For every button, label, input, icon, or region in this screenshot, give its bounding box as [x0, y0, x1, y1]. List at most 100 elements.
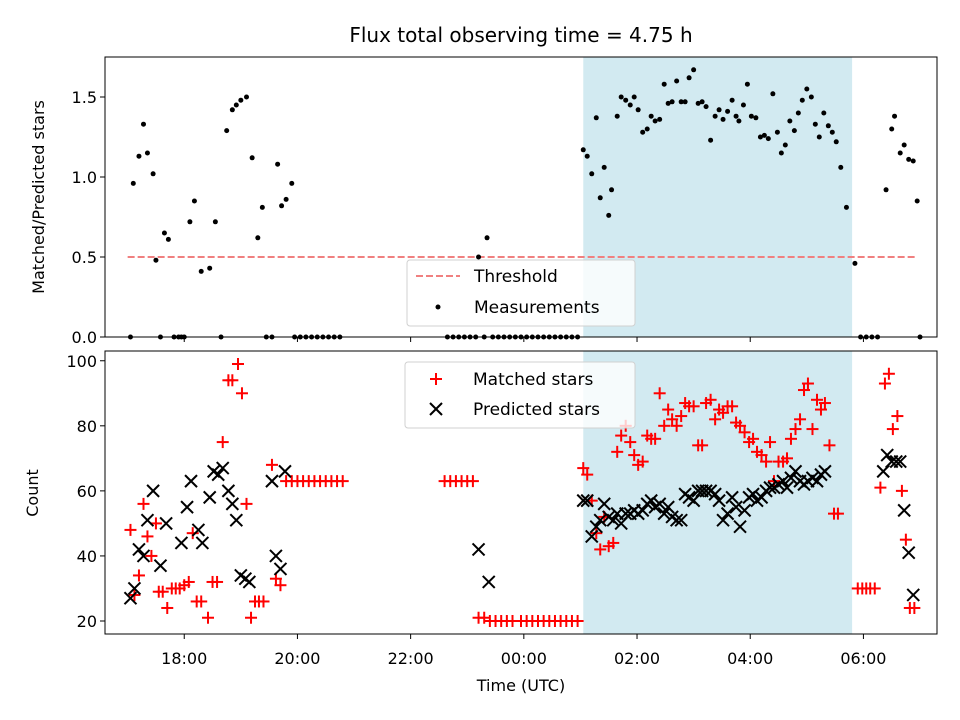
measurement-point — [833, 139, 839, 145]
measurement-point — [275, 161, 281, 167]
matched-star-point — [615, 429, 628, 442]
measurement-point — [144, 150, 150, 156]
predicted-star-point — [242, 575, 257, 589]
measurement-point — [740, 102, 746, 108]
measurement-point — [708, 137, 714, 143]
measurement-point — [736, 118, 742, 124]
predicted-star-point — [776, 474, 790, 488]
matched-star-point — [257, 595, 270, 608]
predicted-star-point — [225, 497, 240, 511]
predicted-star-point — [589, 519, 603, 534]
measurement-point — [207, 265, 213, 271]
predicted-star-point — [195, 536, 210, 550]
predicted-star-point — [644, 493, 658, 508]
measurement-point — [808, 94, 814, 100]
matched-star-point — [636, 455, 649, 468]
predicted-star-point — [211, 467, 225, 482]
predicted-star-point — [712, 493, 726, 508]
measurement-point — [618, 94, 624, 100]
measurement-point — [883, 187, 889, 193]
top-ytick-label: 1.5 — [72, 88, 97, 107]
predicted-star-point — [763, 480, 777, 495]
matched-star-point — [336, 475, 349, 488]
measurement-point — [644, 126, 650, 132]
measurement-point — [609, 187, 615, 193]
measurement-point — [187, 219, 193, 225]
predicted-star-point — [901, 545, 916, 560]
bottom-xtick-label: 20:00 — [274, 649, 320, 668]
predicted-star-point — [132, 542, 146, 557]
measurement-point — [283, 196, 289, 202]
matched-star-point — [611, 445, 624, 458]
measurement-point — [279, 203, 285, 209]
top-panel: 0.0 0.5 1.0 1.5 Flux total observing time =… — [29, 23, 938, 347]
matched-star-point — [581, 468, 594, 481]
matched-star-point — [899, 533, 912, 546]
predicted-star-point — [737, 503, 752, 518]
predicted-star-point — [652, 497, 667, 511]
measurement-point — [691, 67, 697, 73]
matched-star-point — [823, 439, 836, 452]
predicted-star-point — [657, 506, 671, 521]
predicted-star-point — [184, 474, 198, 488]
matched-star-point — [274, 579, 287, 592]
measurement-point — [829, 129, 835, 135]
matched-star-point — [797, 384, 810, 397]
measurement-point — [804, 86, 810, 92]
measurement-point — [150, 171, 156, 177]
measurement-point — [748, 113, 754, 119]
predicted-star-point — [191, 523, 206, 537]
measurement-point — [191, 198, 197, 204]
bottom-ytick-label: 60 — [77, 482, 97, 501]
bottom-ylabel: Count — [23, 469, 42, 517]
predicted-star-point — [136, 549, 151, 563]
measurement-point — [233, 102, 239, 108]
matched-star-point — [696, 439, 709, 452]
measurement-point — [635, 107, 641, 113]
measurement-point — [795, 110, 801, 116]
measurement-point — [852, 260, 858, 266]
matched-star-point — [717, 406, 730, 419]
measurement-point — [580, 147, 586, 153]
predicted-star-point — [720, 506, 735, 521]
predicted-star-point — [788, 464, 803, 479]
matched-star-point — [577, 462, 590, 475]
matched-star-point — [814, 403, 827, 416]
matched-star-point — [781, 452, 794, 465]
measurement-point — [725, 108, 731, 114]
measurement-point — [593, 115, 599, 121]
predicted-star-point — [216, 461, 230, 475]
bottom-xtick-label: 06:00 — [840, 649, 886, 668]
matched-star-point — [124, 523, 137, 536]
matched-star-point — [137, 497, 150, 510]
matched-star-point — [624, 436, 637, 449]
measurement-point — [791, 128, 797, 134]
measurement-point — [130, 180, 136, 186]
measurement-point — [243, 94, 249, 100]
measurement-point — [897, 150, 903, 156]
top-legend-box — [406, 259, 636, 327]
measurement-point — [674, 78, 680, 84]
matched-star-point — [658, 419, 671, 432]
measurement-point — [825, 123, 831, 129]
measurement-point — [652, 118, 658, 124]
measurement-point — [484, 235, 490, 241]
matched-star-point — [784, 432, 797, 445]
predicted-star-point — [174, 536, 189, 550]
measurement-point — [601, 164, 607, 170]
measurement-point — [661, 81, 667, 87]
predicted-star-point — [265, 474, 279, 488]
measurement-point — [716, 107, 722, 113]
predicted-star-point — [818, 464, 832, 479]
measurement-point — [648, 113, 654, 119]
predicted-star-point — [733, 519, 747, 534]
measurement-point — [669, 99, 675, 105]
legend-matched-label: Matched stars — [473, 370, 593, 390]
predicted-star-point — [146, 484, 160, 498]
predicted-star-point — [229, 513, 244, 527]
measurement-point — [729, 97, 735, 103]
measurement-point — [238, 97, 244, 103]
matched-star-point — [908, 601, 921, 614]
top-ytick-label: 1.0 — [72, 168, 97, 187]
measurement-point — [255, 235, 261, 241]
